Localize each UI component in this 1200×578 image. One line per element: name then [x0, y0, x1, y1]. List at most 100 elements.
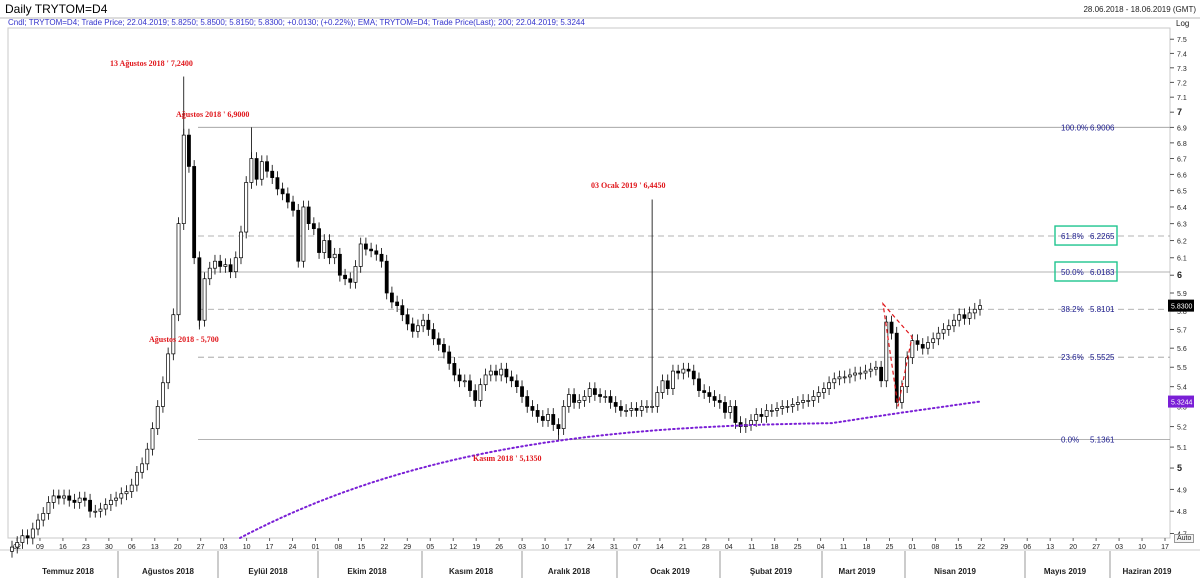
candle-body [239, 231, 243, 259]
x-day-label: 15 [358, 544, 366, 551]
candle-body [72, 499, 77, 503]
candle-body [468, 380, 472, 391]
candle-body [707, 392, 712, 397]
triangle-pattern [882, 301, 913, 407]
candle-body [56, 495, 61, 499]
candle-body [134, 471, 139, 486]
candle-body [25, 535, 30, 539]
candle-body [228, 264, 233, 273]
candle-body [551, 414, 556, 425]
x-day-label: 20 [1069, 544, 1077, 551]
candle-body [603, 396, 608, 398]
candle-body [405, 314, 410, 325]
candle-body [645, 406, 649, 408]
candle-body [634, 408, 639, 411]
candle-body [520, 386, 524, 397]
candle-body [920, 344, 925, 349]
y-tick-label: 6.5 [1177, 189, 1187, 196]
x-day-label: 19 [472, 544, 480, 551]
x-day-label: 31 [610, 544, 618, 551]
candle-body [343, 274, 347, 280]
y-tick-label: 7 [1177, 107, 1182, 117]
x-day-label: 13 [151, 544, 159, 551]
candle-body [967, 312, 972, 319]
candle-body [176, 223, 181, 316]
candle-body [207, 267, 212, 280]
candle-body [894, 332, 899, 403]
last-price-tag [1168, 299, 1194, 312]
candle-body [348, 278, 353, 283]
fib-pct-label: 61.8% [1061, 232, 1084, 241]
auto-scale-button[interactable]: Auto [1174, 534, 1195, 543]
candle-body [650, 406, 655, 408]
candle-body [499, 368, 504, 376]
candle-body [759, 414, 764, 417]
candle-body [358, 243, 363, 267]
candle-body [863, 370, 868, 374]
candle-body [488, 370, 493, 376]
candle-body [639, 406, 644, 411]
y-tick-label: 7.5 [1177, 37, 1187, 44]
candle-body [275, 177, 280, 190]
candle-body [337, 253, 342, 276]
candle-body [452, 363, 457, 376]
y-tick-label: 6.9 [1177, 125, 1187, 132]
candle-body [436, 338, 441, 345]
candle-body [421, 319, 426, 327]
x-month-label: Mayıs 2019 [1044, 567, 1087, 576]
candle-body [702, 390, 707, 393]
x-day-label: 18 [771, 544, 779, 551]
candle-body [905, 357, 910, 388]
candle-body [223, 264, 228, 267]
x-day-label: 25 [886, 544, 894, 551]
candle-body [233, 257, 238, 273]
x-day-label: 09 [36, 544, 44, 551]
chart-title: Daily TRYTOM=D4 [5, 2, 108, 16]
x-day-label: 01 [909, 544, 917, 551]
y-tick-label: 5.6 [1177, 346, 1187, 353]
x-day-label: 03 [220, 544, 228, 551]
x-month-label: Kasım 2018 [449, 567, 494, 576]
candle-body [733, 406, 738, 423]
candle-body [77, 497, 82, 503]
fib-value-label: 6.9006 [1090, 123, 1115, 132]
candle-body [618, 406, 623, 411]
candle-body [473, 390, 478, 401]
candle-body [483, 374, 488, 386]
candle-body [103, 504, 108, 510]
fib-pct-label: 0.0% [1061, 436, 1079, 445]
date-range: 28.06.2018 - 18.06.2019 (GMT) [1083, 5, 1196, 14]
x-month-label: Ocak 2019 [650, 567, 690, 576]
y-tick-label: 7.2 [1177, 80, 1187, 87]
fib-value-label: 6.0183 [1090, 268, 1115, 277]
candle-body [613, 402, 618, 407]
candle-body [665, 380, 670, 389]
chart-header: Daily TRYTOM=D4 28.06.2018 - 18.06.2019 … [0, 0, 1200, 18]
candle-body [457, 374, 462, 382]
x-day-label: 27 [1092, 544, 1100, 551]
x-day-label: 22 [380, 544, 388, 551]
x-day-label: 26 [495, 544, 503, 551]
y-tick-label: 6 [1177, 270, 1182, 280]
candle-body [842, 376, 847, 379]
candle-body [369, 248, 374, 252]
candle-body [30, 528, 35, 539]
x-day-label: 21 [679, 544, 687, 551]
candle-body [847, 374, 852, 378]
fib-box [1054, 225, 1118, 246]
candle-body [197, 257, 202, 321]
candle-body [150, 428, 155, 450]
candle-body [322, 240, 327, 253]
y-tick-label: 6.3 [1177, 222, 1187, 229]
x-day-label: 17 [266, 544, 274, 551]
candle-body [821, 388, 826, 393]
candle-body [660, 380, 665, 393]
x-month-label: Şubat 2019 [750, 567, 793, 576]
candle-body [858, 372, 863, 375]
log-scale-label: Log [1176, 19, 1190, 28]
x-month-label: Ağustos 2018 [142, 567, 195, 576]
x-day-label: 10 [243, 544, 251, 551]
candle-body [88, 499, 92, 512]
candle-body [530, 406, 535, 411]
